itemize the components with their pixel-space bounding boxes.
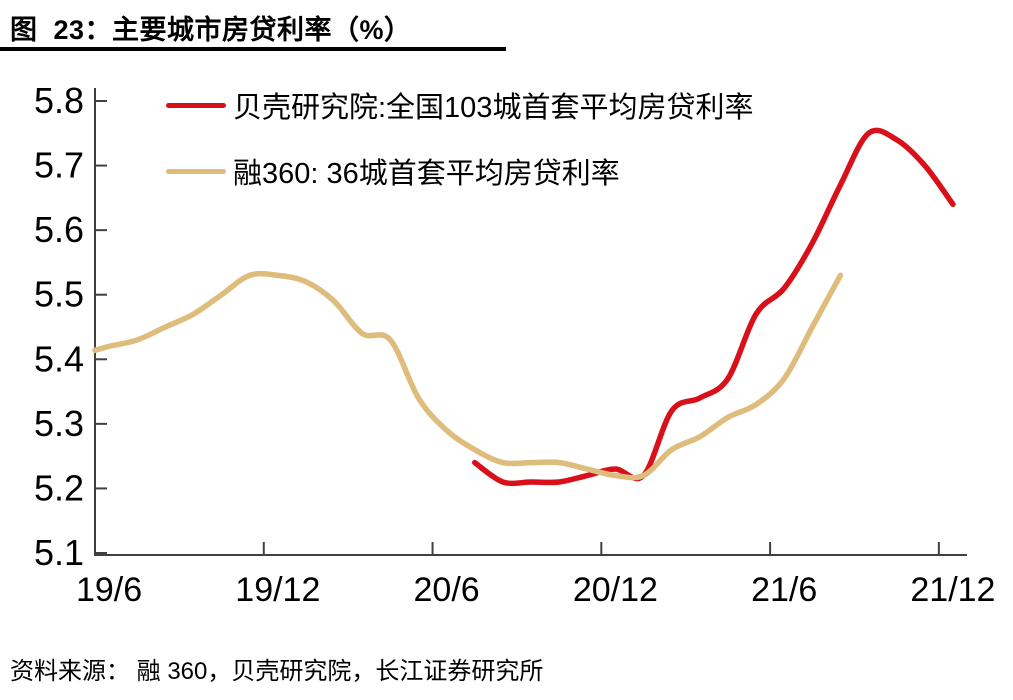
x-axis-tick-label: 21/12: [910, 571, 995, 609]
y-axis-tick-label: 5.7: [34, 145, 84, 186]
beike-line: [471, 127, 956, 487]
legend-line-rong360-icon: [166, 168, 226, 174]
y-axis-tick-label: 5.8: [34, 80, 84, 121]
source-note: 资料来源： 融 360，贝壳研究院，长江证券研究所: [10, 658, 544, 685]
rong360-line: [92, 270, 844, 481]
y-axis-tick-label: 5.4: [34, 338, 84, 379]
legend-line-beike-icon: [166, 102, 226, 108]
y-axis-tick-label: 5.6: [34, 209, 84, 250]
y-axis-tick-label: 5.3: [34, 403, 84, 444]
x-axis-tick-label: 21/6: [751, 571, 817, 609]
x-axis-tick-label: 20/6: [414, 571, 480, 609]
legend-item-beike: 贝壳研究院:全国103城首套平均房贷利率: [166, 84, 753, 126]
x-axis-tick-label: 19/12: [235, 571, 320, 609]
x-axis-tick-label: 20/12: [573, 571, 658, 609]
legend-item-rong360: 融360: 36城首套平均房贷利率: [166, 150, 753, 192]
y-axis-tick-label: 5.1: [34, 532, 84, 573]
chart-legend: 贝壳研究院:全国103城首套平均房贷利率 融360: 36城首套平均房贷利率: [166, 84, 753, 216]
page-title: 图 23：主要城市房贷利率（%）: [10, 15, 412, 45]
x-axis-tick-label: 19/6: [76, 571, 142, 609]
title-underline: [0, 47, 506, 51]
legend-label-rong360: 融360: 36城首套平均房贷利率: [233, 158, 620, 190]
y-axis-tick-label: 5.5: [34, 274, 84, 315]
legend-label-beike: 贝壳研究院:全国103城首套平均房贷利率: [233, 92, 754, 124]
y-axis-tick-label: 5.2: [34, 467, 84, 508]
